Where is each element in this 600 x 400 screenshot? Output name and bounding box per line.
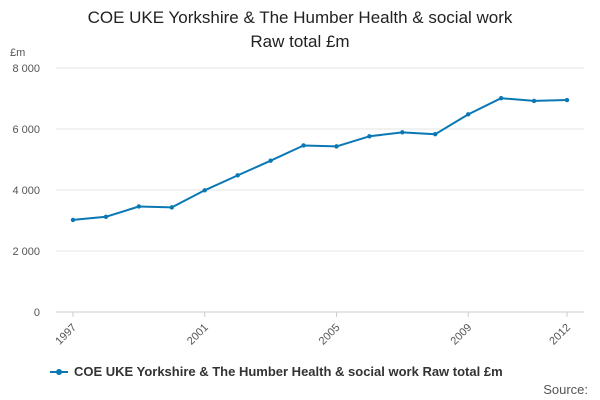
y-tick-label: 2 000 — [12, 246, 40, 258]
chart-title: COE UKE Yorkshire & The Humber Health & … — [0, 6, 600, 54]
data-point — [466, 112, 471, 117]
source-label: Source: — [543, 382, 588, 397]
x-tick-label: 2012 — [547, 322, 573, 348]
y-tick-label: 8 000 — [12, 63, 40, 75]
x-tick-label: 2005 — [317, 322, 343, 348]
y-tick-label: 0 — [34, 307, 40, 319]
data-point — [202, 188, 207, 193]
data-point — [136, 204, 142, 209]
data-point — [498, 95, 504, 101]
series-layer — [70, 95, 570, 223]
y-axis-label: £m — [10, 47, 25, 59]
data-point — [334, 144, 339, 149]
data-point — [268, 158, 273, 163]
data-point — [103, 214, 109, 220]
x-tick-label: 2009 — [449, 322, 475, 348]
axes: 0 2 000 4 000 6 000 8 000 £m 1997 2001 2005 2009 2… — [10, 47, 584, 347]
data-point — [564, 97, 570, 103]
data-point — [433, 131, 438, 137]
data-point — [301, 143, 306, 148]
chart-title-line-1: COE UKE Yorkshire & The Humber Health & … — [87, 8, 513, 27]
x-tick-label: 2001 — [185, 322, 211, 348]
data-point — [531, 98, 537, 104]
legend-swatch — [50, 368, 68, 375]
y-tick-label: 6 000 — [12, 124, 40, 136]
legend-label: COE UKE Yorkshire & The Humber Health & … — [74, 364, 503, 379]
legend[interactable]: COE UKE Yorkshire & The Humber Health & … — [50, 364, 503, 379]
data-point — [70, 217, 76, 223]
y-tick-label: 4 000 — [12, 185, 40, 197]
data-point — [169, 205, 174, 210]
series-line — [72, 97, 568, 221]
x-tick-label: 1997 — [53, 322, 79, 348]
data-point — [400, 130, 405, 135]
chart-title-line-2: Raw total £m — [250, 32, 350, 51]
data-point — [235, 173, 240, 178]
data-point — [367, 134, 372, 139]
gridlines — [56, 67, 584, 313]
